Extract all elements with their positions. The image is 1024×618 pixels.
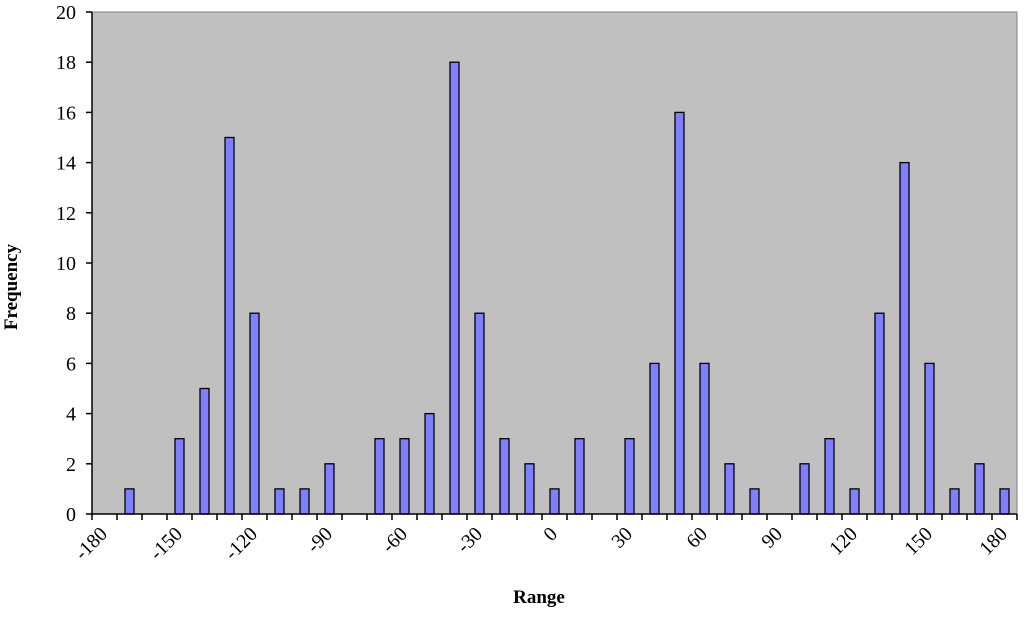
x-axis-title: Range	[513, 587, 565, 608]
y-ticks: 0 2 4 6 8 10 12 14 16 18 20	[56, 2, 92, 526]
bar-100	[799, 463, 810, 515]
bar-40	[649, 362, 660, 515]
bar--90	[324, 463, 335, 515]
y-tick-label-12: 12	[56, 203, 76, 225]
bar--100	[299, 488, 310, 515]
y-tick-label-8: 8	[66, 303, 76, 325]
bar-130	[874, 312, 885, 515]
bar--120	[249, 312, 260, 515]
x-tick-label-120: 120	[825, 523, 862, 560]
x-tick-label--120: -120	[221, 523, 262, 564]
y-tick-label-20: 20	[56, 2, 76, 24]
x-tick-label--180: -180	[71, 523, 112, 564]
bar-180	[999, 488, 1010, 515]
y-tick-label-4: 4	[66, 404, 76, 426]
x-tick-label--30: -30	[453, 523, 487, 557]
bar--130	[224, 136, 235, 515]
bar-140	[899, 161, 910, 515]
x-tick-label--90: -90	[303, 523, 337, 557]
bar--40	[449, 61, 460, 515]
x-tick-label-0: 0	[539, 523, 562, 546]
x-tick-label-60: 60	[682, 523, 712, 553]
bar--110	[274, 488, 285, 515]
bar--60	[399, 438, 410, 515]
bar--50	[424, 412, 435, 515]
bar--70	[374, 438, 385, 515]
bar--30	[474, 312, 485, 515]
bar-120	[849, 488, 860, 515]
y-tick-label-16: 16	[56, 102, 76, 124]
bar-110	[824, 438, 835, 515]
x-tick-label-90: 90	[757, 523, 787, 553]
x-tick-label-180: 180	[975, 523, 1012, 560]
plot-area	[91, 11, 1018, 515]
y-tick-label-10: 10	[56, 253, 76, 275]
bar-70	[724, 463, 735, 515]
bar--10	[524, 463, 535, 515]
bar-30	[624, 438, 635, 515]
bar-50	[674, 111, 685, 515]
y-tick-label-2: 2	[66, 454, 76, 476]
bar--170	[124, 488, 135, 515]
x-ticks: -180 -150 -120 -90 -60 -30 0 30 60 90 120 150 180	[71, 514, 1018, 564]
x-tick-label-150: 150	[900, 523, 937, 560]
bar-170	[974, 463, 985, 515]
bar-150	[924, 362, 935, 515]
y-tick-label-14: 14	[56, 153, 76, 175]
bar-80	[749, 488, 760, 515]
y-tick-label-18: 18	[56, 52, 76, 74]
bar-10	[574, 438, 585, 515]
bar--20	[499, 438, 510, 515]
bar-0	[549, 488, 560, 515]
bar-160	[949, 488, 960, 515]
bar--150	[174, 438, 185, 515]
y-axis-title: Frequency	[1, 243, 22, 330]
y-tick-label-6: 6	[66, 353, 76, 375]
bar-60	[699, 362, 710, 515]
y-tick-label-0: 0	[66, 504, 76, 526]
x-tick-label--150: -150	[146, 523, 187, 564]
bar--140	[199, 387, 210, 515]
x-tick-label--60: -60	[378, 523, 412, 557]
x-tick-label-30: 30	[607, 523, 637, 553]
